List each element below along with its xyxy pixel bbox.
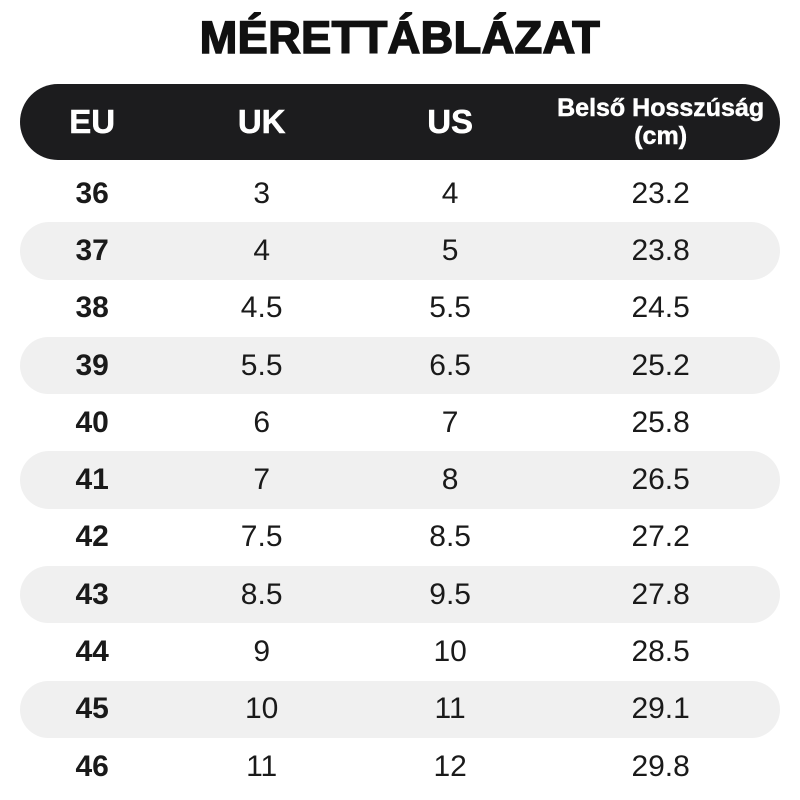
table-row: 40 6 7 25.8 [20, 394, 780, 451]
cell-uk: 6 [253, 405, 270, 439]
table-row: 41 7 8 26.5 [20, 451, 780, 509]
table-row: 38 4.5 5.5 24.5 [20, 280, 780, 337]
table-row: 43 8.5 9.5 27.8 [20, 566, 780, 624]
table-row: 39 5.5 6.5 25.2 [20, 336, 780, 395]
cell-inner-length-cm: 25.8 [631, 405, 690, 439]
cell-us: 7 [441, 405, 459, 439]
cell-inner-length-cm: 27.8 [631, 577, 690, 611]
cell-inner-length-cm: 25.2 [631, 348, 690, 382]
table-row: 37 4 5 23.8 [20, 222, 780, 280]
cell-uk: 7.5 [240, 520, 283, 554]
cell-eu: 40 [75, 405, 109, 439]
table-row: 36 3 4 23.2 [20, 165, 780, 222]
cell-uk: 9 [253, 635, 270, 669]
table-row: 44 9 10 28.5 [20, 623, 780, 680]
size-chart-title: MÉRETTÁBLÁZAT [199, 12, 601, 63]
header-cell-eu: EU [69, 103, 116, 141]
cell-uk: 3 [253, 176, 270, 210]
cell-us: 8 [441, 463, 459, 497]
cell-uk: 4 [253, 233, 270, 267]
cell-inner-length-cm: 24.5 [631, 291, 690, 325]
table-row: 42 7.5 8.5 27.2 [20, 509, 780, 566]
cell-inner-length-cm: 23.2 [631, 176, 690, 210]
cell-us: 12 [433, 749, 467, 783]
cell-uk: 7 [253, 463, 270, 497]
cell-uk: 11 [246, 749, 278, 783]
cell-eu: 41 [75, 463, 109, 497]
header-cell-inner-length-cm: Belső Hosszúság (cm) [557, 94, 765, 151]
cell-eu: 36 [75, 176, 109, 210]
cell-eu: 46 [75, 749, 109, 783]
cell-inner-length-cm: 29.1 [631, 692, 690, 726]
cell-us: 8.5 [429, 520, 471, 554]
cell-eu: 38 [75, 291, 109, 325]
cell-eu: 39 [75, 348, 109, 382]
size-table-body: 36 3 4 23.2 37 4 5 23.8 38 4.5 5.5 24.5 39 5.5 6.5 25.2… [0, 165, 800, 795]
size-table-header: EU UK US Belső Hosszúság (cm) [20, 84, 780, 160]
cell-uk: 5.5 [240, 348, 283, 382]
cell-us: 11 [434, 692, 466, 726]
table-row: 46 11 12 29.8 [20, 738, 780, 795]
cell-inner-length-cm: 26.5 [631, 463, 690, 497]
cell-uk: 10 [244, 692, 279, 726]
cell-us: 5 [441, 233, 459, 267]
cell-us: 4 [441, 176, 459, 210]
cell-eu: 45 [75, 692, 109, 726]
cell-eu: 37 [75, 233, 109, 267]
cell-inner-length-cm: 27.2 [631, 520, 690, 554]
header-cell-uk: UK [237, 103, 286, 141]
cell-us: 5.5 [429, 291, 471, 325]
cell-eu: 44 [75, 635, 109, 669]
cell-uk: 4.5 [240, 291, 283, 325]
cell-us: 6.5 [429, 348, 471, 382]
cell-inner-length-cm: 28.5 [631, 635, 690, 669]
cell-inner-length-cm: 23.8 [631, 233, 690, 267]
table-row: 45 10 11 29.1 [20, 680, 780, 738]
cell-eu: 43 [75, 577, 109, 611]
header-cell-us: US [427, 103, 474, 141]
cell-uk: 8.5 [240, 577, 283, 611]
cell-us: 9.5 [429, 577, 471, 611]
cell-inner-length-cm: 29.8 [631, 749, 690, 783]
cell-us: 10 [433, 635, 467, 669]
cell-eu: 42 [75, 520, 109, 554]
